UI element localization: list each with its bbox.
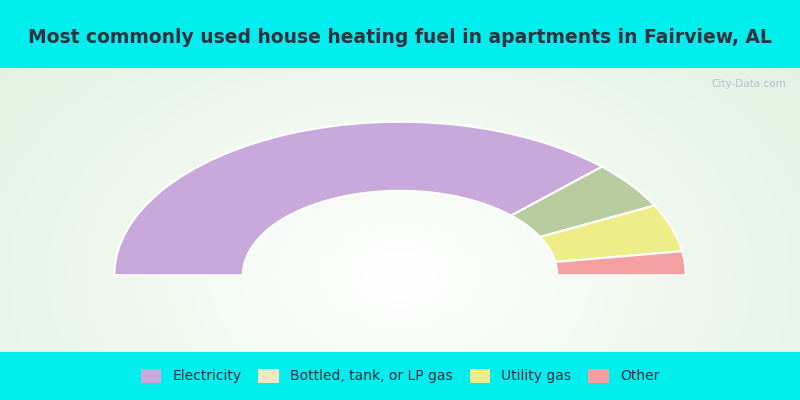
Wedge shape	[555, 251, 686, 275]
Legend: Electricity, Bottled, tank, or LP gas, Utility gas, Other: Electricity, Bottled, tank, or LP gas, U…	[135, 363, 665, 389]
Wedge shape	[511, 167, 654, 237]
Text: Most commonly used house heating fuel in apartments in Fairview, AL: Most commonly used house heating fuel in…	[28, 28, 772, 47]
Wedge shape	[540, 206, 682, 262]
Text: City-Data.com: City-Data.com	[711, 79, 786, 89]
Wedge shape	[114, 122, 602, 275]
